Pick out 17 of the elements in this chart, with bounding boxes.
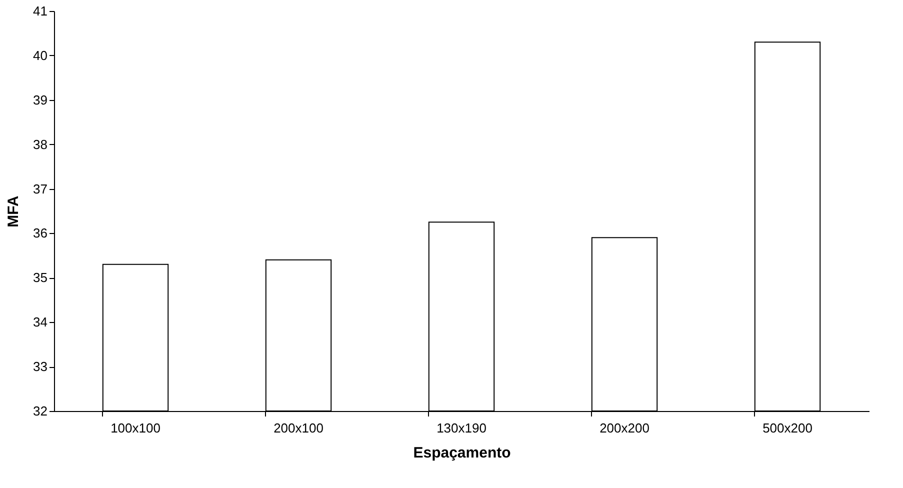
- x-tick-label: 500x200: [762, 420, 812, 436]
- y-axis-title: MFA: [5, 196, 22, 228]
- x-tick-label: 200x200: [600, 420, 650, 436]
- y-tick-label: 41: [33, 4, 48, 18]
- y-tick-label: 32: [33, 404, 48, 418]
- x-tick-label: 200x100: [274, 420, 324, 436]
- y-tick-label: 40: [33, 48, 48, 63]
- x-tick-label: 130x190: [436, 420, 486, 436]
- x-tick-label: 100x100: [110, 420, 160, 436]
- y-tick-label: 33: [33, 359, 48, 374]
- x-axis-title: Espaçamento: [413, 444, 511, 462]
- y-tick-label: 36: [33, 226, 48, 241]
- y-tick-label: 34: [33, 314, 48, 330]
- y-tick-label: 37: [33, 181, 48, 196]
- y-tick-label: 38: [33, 136, 48, 152]
- y-tick-label: 39: [33, 92, 48, 108]
- y-tick-label: 35: [33, 270, 48, 286]
